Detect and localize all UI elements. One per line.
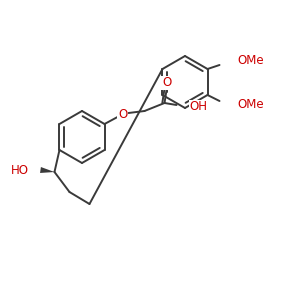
Text: O: O xyxy=(118,107,127,121)
Polygon shape xyxy=(40,167,55,173)
Text: OMe: OMe xyxy=(238,98,264,112)
Text: OMe: OMe xyxy=(238,55,264,68)
Text: OH: OH xyxy=(190,100,208,113)
Text: O: O xyxy=(162,76,171,89)
Text: HO: HO xyxy=(11,164,28,176)
